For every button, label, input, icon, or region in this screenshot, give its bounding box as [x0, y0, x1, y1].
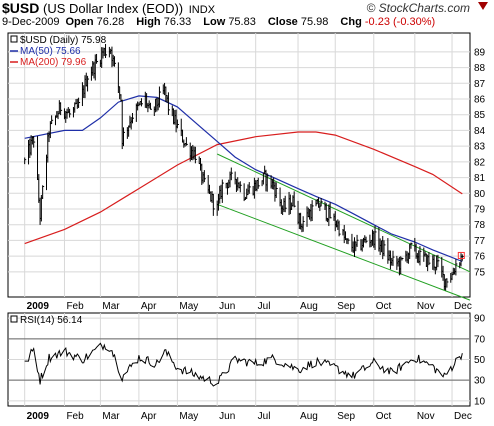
x-tick-label: Mar	[102, 411, 120, 422]
x-tick-label: Jul	[258, 301, 271, 312]
y-tick-label: 89	[474, 47, 486, 58]
x-tick-label: Apr	[141, 301, 157, 312]
x-tick-label: Nov	[417, 411, 435, 422]
rsi-tick-label: 70	[474, 334, 486, 345]
quote-low: Low 75.83	[203, 16, 256, 28]
rsi-legend-swatch	[10, 315, 18, 323]
quote-open: Open 76.28	[65, 16, 125, 28]
x-tick-label: Mar	[102, 301, 120, 312]
x-tick-label: Dec	[454, 301, 472, 312]
brand-arrow-icon[interactable]	[478, 2, 488, 10]
quote-bar: 9-Dec-2009 Open 76.28 High 76.33 Low 75.83 C…	[2, 16, 447, 28]
chart-title: $USD (US Dollar Index (EOD)) INDX	[2, 0, 215, 16]
exchange: INDX	[188, 4, 216, 16]
y-tick-label: 85	[474, 110, 486, 121]
x-tick-label: May	[179, 411, 198, 422]
ma50-line	[24, 95, 463, 263]
x-tick-label: 2009	[27, 301, 50, 312]
quote-change: Chg -0.23 (-0.30%)	[340, 16, 436, 28]
x-tick-label: Jun	[219, 301, 235, 312]
x-tick-label: Jul	[258, 411, 271, 422]
x-tick-label: Sep	[337, 411, 355, 422]
y-tick-label: 79	[474, 205, 486, 216]
x-tick-label: Oct	[376, 301, 392, 312]
legend-price: $USD (Daily) 75.98	[20, 35, 107, 46]
x-tick-label: Apr	[141, 411, 157, 422]
y-tick-label: 81	[474, 173, 486, 184]
x-tick-label: Sep	[337, 301, 355, 312]
y-tick-label: 75	[474, 267, 486, 278]
y-tick-label: 82	[474, 157, 486, 168]
ma200-line	[24, 131, 463, 245]
quote-high: High 76.33	[136, 16, 192, 28]
y-tick-label: 80	[474, 189, 486, 200]
y-tick-label: 78	[474, 220, 486, 231]
y-tick-label: 86	[474, 95, 486, 106]
last-price-marker	[457, 251, 465, 259]
x-tick-label: Feb	[66, 301, 84, 312]
x-tick-label: Feb	[66, 411, 84, 422]
legend-rsi: RSI(14) 56.14	[20, 315, 83, 326]
channel-line	[216, 153, 471, 273]
rsi-line	[24, 342, 463, 387]
rsi-tick-label: 50	[474, 355, 486, 366]
x-tick-label: Aug	[300, 301, 318, 312]
rsi-tick-label: 10	[474, 396, 486, 407]
y-tick-label: 83	[474, 142, 486, 153]
channel-line	[217, 203, 471, 301]
quote-date: 9-Dec-2009	[2, 16, 60, 28]
index-name: (US Dollar Index (EOD))	[42, 1, 184, 16]
quote-close: Close 75.98	[267, 16, 329, 28]
x-tick-label: Oct	[376, 411, 392, 422]
brand-watermark[interactable]: © StockCharts.com	[366, 1, 470, 15]
x-tick-label: Jun	[219, 411, 235, 422]
y-tick-label: 88	[474, 63, 486, 74]
y-tick-label: 87	[474, 79, 486, 90]
y-tick-label: 84	[474, 126, 486, 137]
x-tick-label: Dec	[454, 411, 472, 422]
rsi-tick-label: 90	[474, 314, 486, 325]
legend-ma200: MA(200) 79.96	[20, 57, 87, 68]
x-tick-label: 2009	[27, 411, 50, 422]
y-tick-label: 76	[474, 252, 486, 263]
y-tick-label: 77	[474, 236, 486, 247]
legend-ma50: MA(50) 75.66	[20, 46, 81, 57]
symbol: $USD	[2, 0, 40, 16]
legend-swatch	[10, 35, 18, 43]
x-tick-label: May	[179, 301, 198, 312]
x-tick-label: Nov	[417, 301, 435, 312]
x-tick-label: Aug	[300, 411, 318, 422]
rsi-tick-label: 30	[474, 376, 486, 387]
